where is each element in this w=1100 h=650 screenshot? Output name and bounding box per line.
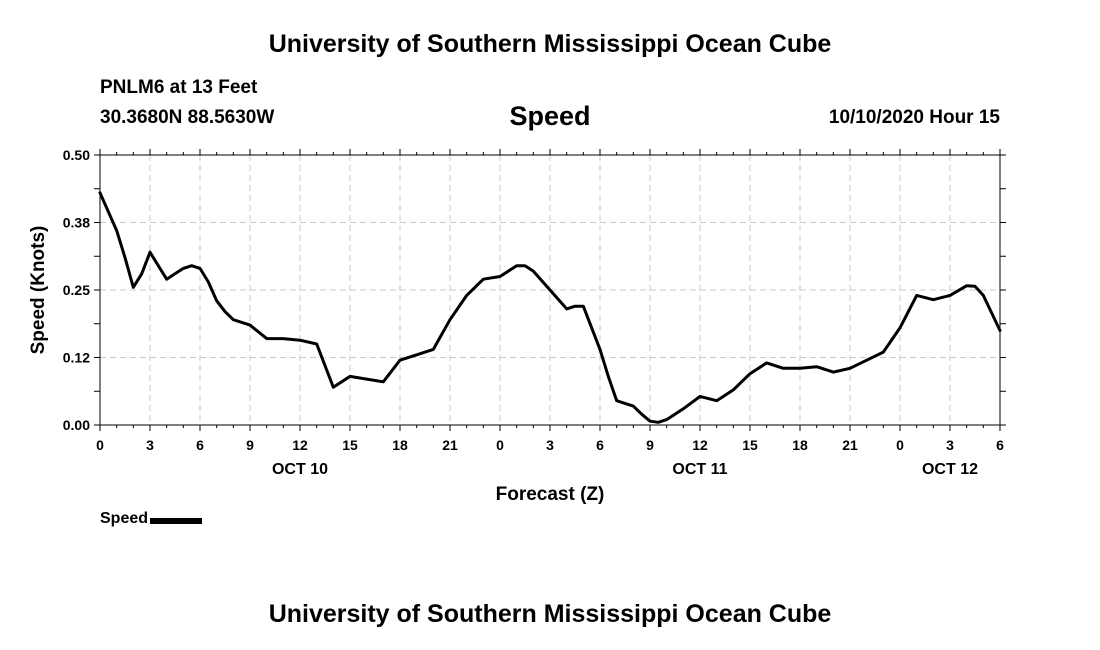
legend-label: Speed — [100, 510, 149, 527]
x-tick-label: 6 — [996, 437, 1004, 453]
x-tick-label: 12 — [292, 437, 308, 453]
series-line-speed — [98, 191, 1002, 424]
y-tick-label: 0.50 — [63, 147, 90, 163]
y-tick-label: 0.25 — [63, 282, 90, 298]
x-tick-label: 9 — [246, 437, 254, 453]
day-label: OCT 11 — [672, 461, 727, 478]
x-tick-label: 18 — [792, 437, 808, 453]
coordinates-label: 30.3680N 88.5630W — [100, 107, 275, 128]
chart-title-top: University of Southern Mississippi Ocean… — [268, 30, 832, 58]
x-tick-label: 12 — [692, 437, 708, 453]
x-tick-label: 21 — [442, 437, 458, 453]
x-tick-label: 15 — [742, 437, 758, 453]
x-tick-label: 0 — [96, 437, 104, 453]
parameter-title: Speed — [509, 101, 591, 131]
x-axis-title: Forecast (Z) — [496, 484, 605, 505]
x-tick-label: 0 — [496, 437, 504, 453]
tick-labels: 0 3 6 9 12 15 18 21 0 3 6 9 12 15 18 21 0 3 6 0.00 0.12 0.25 0… — [63, 147, 1004, 478]
x-tick-label: 15 — [342, 437, 358, 453]
station-label: PNLM6 at 13 Feet — [100, 77, 258, 98]
day-label: OCT 12 — [922, 461, 978, 478]
x-tick-label: 3 — [946, 437, 954, 453]
x-tick-label: 21 — [842, 437, 858, 453]
x-tick-label: 9 — [646, 437, 654, 453]
forecast-datetime: 10/10/2020 Hour 15 — [828, 107, 1000, 128]
axes — [94, 149, 1006, 431]
day-label: OCT 10 — [272, 461, 328, 478]
y-axis-title: Speed (Knots) — [28, 226, 49, 355]
x-tick-label: 3 — [146, 437, 154, 453]
x-tick-label: 18 — [392, 437, 408, 453]
chart-title-bottom: University of Southern Mississippi Ocean… — [268, 600, 832, 628]
x-tick-label: 6 — [596, 437, 604, 453]
y-tick-label: 0.00 — [63, 417, 90, 433]
x-tick-label: 6 — [196, 437, 204, 453]
y-tick-label: 0.12 — [63, 350, 90, 366]
series-layer — [98, 191, 1002, 424]
legend: Speed — [100, 510, 203, 528]
y-tick-label: 0.38 — [63, 215, 90, 231]
x-tick-label: 0 — [896, 437, 904, 453]
x-tick-label: 3 — [546, 437, 554, 453]
legend-line-swatch — [150, 517, 203, 524]
